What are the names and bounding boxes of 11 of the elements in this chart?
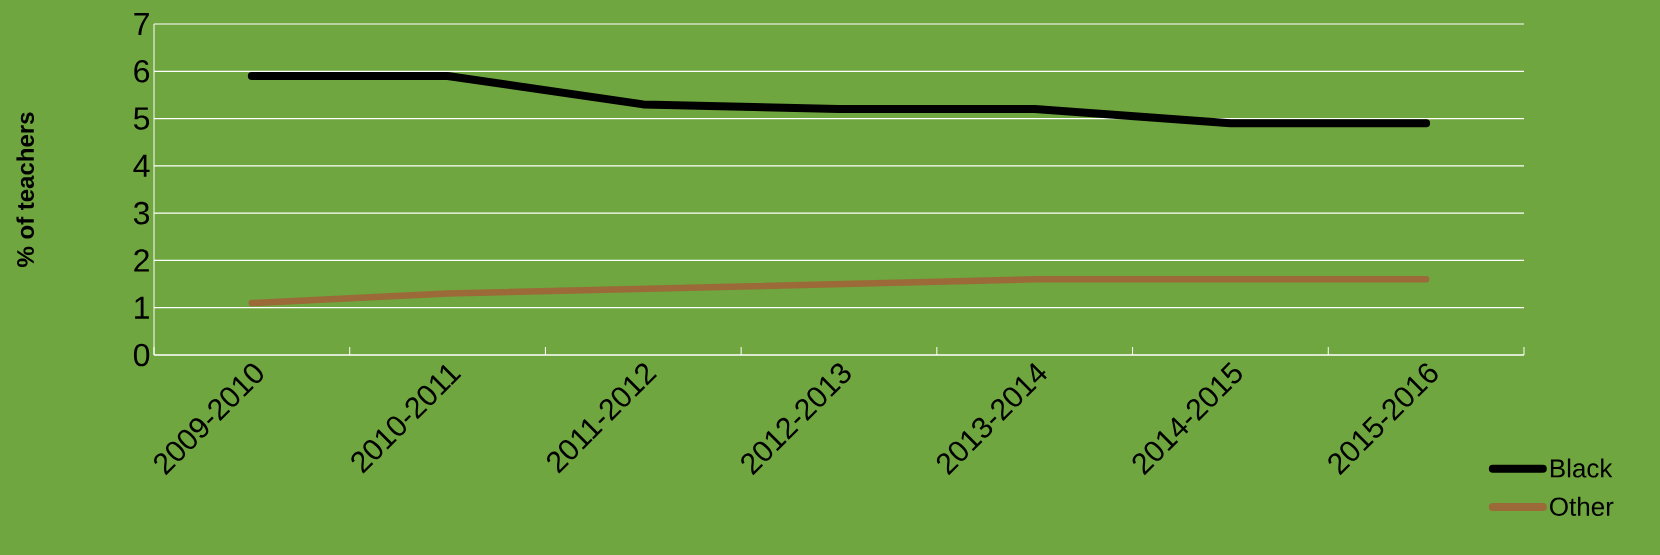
legend-label: Black [1550, 458, 1613, 478]
legend-label: Other [1550, 496, 1614, 516]
y-tick-label: 3 [133, 201, 150, 225]
y-tick-label: 0 [133, 343, 150, 367]
y-tick-label: 2 [134, 249, 149, 272]
y-tick-label: 1 [135, 296, 149, 319]
y-tick-label: 4 [133, 154, 150, 177]
y-axis-title: % of teachers [16, 112, 35, 267]
y-tick-label: 6 [134, 59, 150, 83]
y-tick-label: 7 [134, 13, 149, 36]
y-tick-label: 5 [133, 107, 150, 130]
